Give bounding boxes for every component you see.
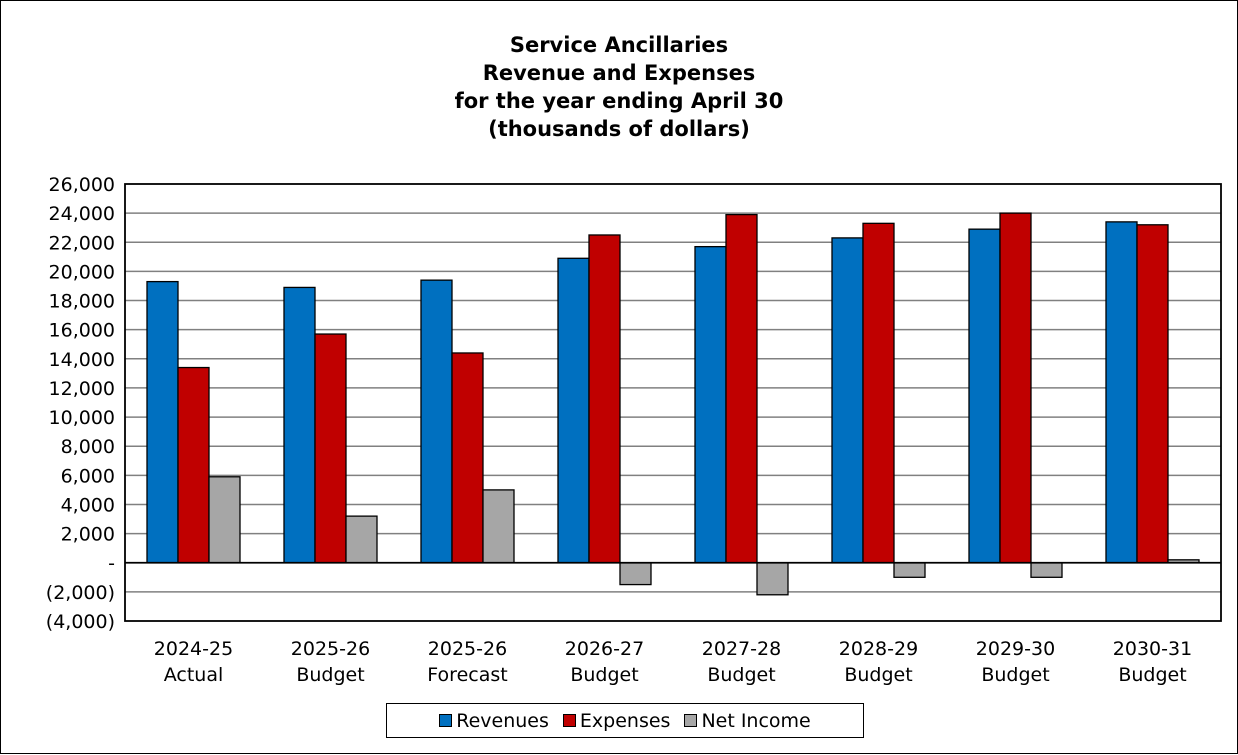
legend-swatch-revenues bbox=[439, 714, 453, 727]
bar-net-income bbox=[208, 476, 241, 564]
x-tick-label: 2027-28 bbox=[702, 638, 781, 660]
y-tick-label: (2,000) bbox=[46, 582, 115, 604]
chart-title: Service Ancillaries Revenue and Expenses… bbox=[1, 31, 1237, 143]
y-tick-label: 8,000 bbox=[61, 436, 115, 458]
x-tick-label: 2030-31 bbox=[1113, 638, 1192, 660]
y-tick-label: 4,000 bbox=[61, 494, 115, 516]
bar-net-income bbox=[893, 562, 926, 578]
bar-expenses bbox=[314, 333, 347, 564]
legend-swatch-expenses bbox=[562, 714, 576, 727]
x-tick-label: 2024-25 bbox=[154, 638, 233, 660]
y-tick-label: 22,000 bbox=[49, 232, 115, 254]
bar-revenues bbox=[557, 257, 590, 564]
y-tick-label: - bbox=[108, 553, 115, 575]
legend-label-net-income: Net Income bbox=[701, 709, 811, 732]
bar-revenues bbox=[283, 286, 316, 564]
x-tick-label: Forecast bbox=[427, 664, 507, 686]
y-tick-label: 6,000 bbox=[61, 465, 115, 487]
chart-title-line-2: Revenue and Expenses bbox=[482, 61, 756, 85]
bar-revenues bbox=[1105, 221, 1138, 564]
x-tick-label: 2029-30 bbox=[976, 638, 1055, 660]
plot-area-border bbox=[124, 183, 1222, 622]
bar-expenses bbox=[999, 212, 1032, 564]
x-tick-label: Budget bbox=[844, 664, 912, 686]
bar-expenses bbox=[177, 366, 210, 564]
legend-label-revenues: Revenues bbox=[456, 709, 549, 732]
legend-label-expenses: Expenses bbox=[579, 709, 671, 732]
bar-net-income bbox=[482, 489, 515, 564]
x-tick-label: 2025-26 bbox=[291, 638, 370, 660]
x-tick-label: Budget bbox=[570, 664, 638, 686]
chart-title-line-3: for the year ending April 30 bbox=[454, 89, 784, 113]
y-tick-label: 26,000 bbox=[49, 174, 115, 196]
y-tick-label: 18,000 bbox=[49, 291, 115, 313]
bar-revenues bbox=[420, 279, 453, 564]
bar-revenues bbox=[968, 228, 1001, 564]
legend-item-revenues: Revenues bbox=[439, 710, 549, 732]
bar-revenues bbox=[146, 280, 179, 564]
x-tick-label: 2026-27 bbox=[565, 638, 644, 660]
bar-expenses bbox=[725, 213, 758, 564]
y-tick-label: 10,000 bbox=[49, 407, 115, 429]
x-tick-label: Budget bbox=[707, 664, 775, 686]
x-tick-label: Budget bbox=[981, 664, 1049, 686]
bar-revenues bbox=[831, 237, 864, 564]
legend-item-net-income: Net Income bbox=[684, 709, 811, 732]
y-tick-label: 14,000 bbox=[49, 349, 115, 371]
bar-expenses bbox=[862, 222, 895, 564]
x-tick-label: 2025-26 bbox=[428, 638, 507, 660]
legend-swatch-net-income bbox=[684, 714, 698, 727]
x-tick-label: Budget bbox=[1118, 664, 1186, 686]
y-tick-label: 24,000 bbox=[49, 203, 115, 225]
x-tick-label: Actual bbox=[164, 664, 224, 686]
x-tick-label: 2028-29 bbox=[839, 638, 918, 660]
y-tick-label: (4,000) bbox=[46, 611, 115, 633]
y-tick-label: 16,000 bbox=[49, 320, 115, 342]
chart-legend: Revenues Expenses Net Income bbox=[386, 703, 864, 738]
chart-title-line-4: (thousands of dollars) bbox=[488, 117, 750, 141]
bar-expenses bbox=[1136, 224, 1169, 564]
bar-revenues bbox=[694, 245, 727, 564]
legend-item-expenses: Expenses bbox=[562, 709, 671, 732]
bar-net-income bbox=[756, 562, 789, 596]
x-tick-label: Budget bbox=[296, 664, 364, 686]
bar-net-income bbox=[619, 562, 652, 586]
bar-expenses bbox=[588, 234, 621, 564]
chart-title-line-1: Service Ancillaries bbox=[509, 33, 729, 57]
bar-net-income bbox=[345, 515, 378, 564]
y-tick-label: 2,000 bbox=[61, 524, 115, 546]
y-tick-label: 12,000 bbox=[49, 378, 115, 400]
bar-net-income bbox=[1030, 562, 1063, 578]
bar-expenses bbox=[451, 352, 484, 564]
y-tick-label: 20,000 bbox=[49, 261, 115, 283]
